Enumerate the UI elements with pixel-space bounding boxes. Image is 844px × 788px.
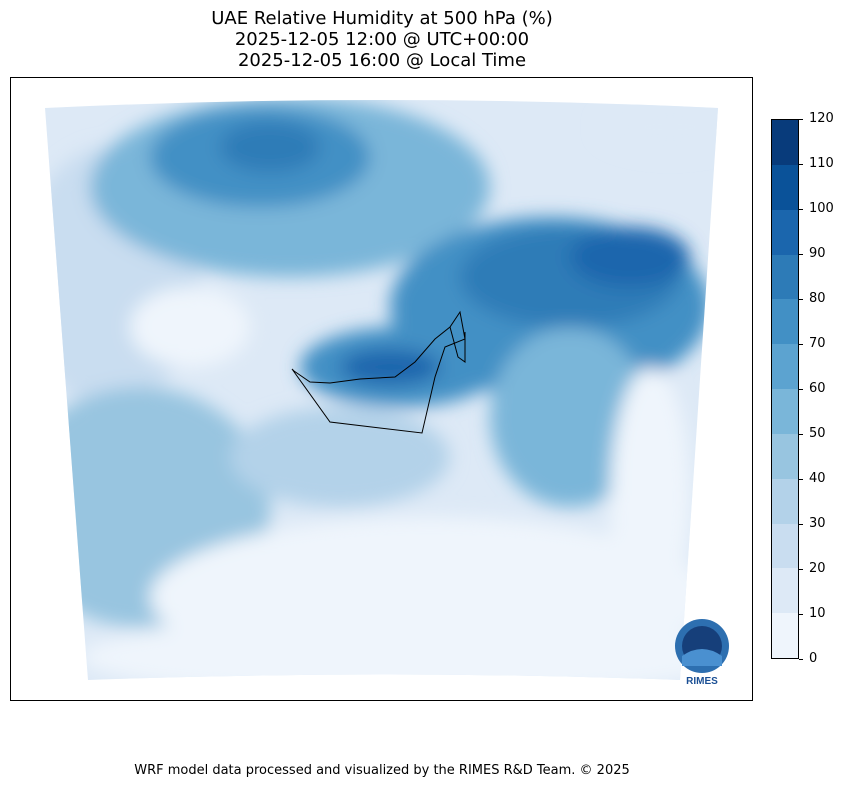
colorbar-band [772, 433, 798, 479]
colorbar-band [772, 209, 798, 255]
humidity-map [45, 100, 718, 680]
colorbar-band [772, 164, 798, 210]
humidity-field [45, 100, 718, 680]
colorbar-band [772, 478, 798, 524]
colorbar-band [772, 389, 798, 434]
colorbar-tick-label: 70 [799, 337, 826, 351]
colorbar-tick-label: 40 [799, 472, 826, 486]
colorbar-tick-label: 0 [799, 652, 817, 666]
colorbar-tick-label: 50 [799, 427, 826, 441]
colorbar-tick-label: 100 [799, 202, 834, 216]
title-line-1: UAE Relative Humidity at 500 hPa (%) [211, 8, 553, 29]
rimes-logo: RIMES [672, 614, 732, 687]
colorbar-band [772, 120, 798, 165]
colorbar-band [772, 254, 798, 300]
colorbar-band [772, 523, 798, 569]
colorbar-tick-label: 20 [799, 562, 826, 576]
colorbar-tick-label: 60 [799, 382, 826, 396]
title-line-2: 2025-12-05 12:00 @ UTC+00:00 [234, 29, 530, 50]
colorbar-tick-label: 30 [799, 517, 826, 531]
colorbar-band [772, 613, 798, 658]
svg-text:RIMES: RIMES [686, 676, 718, 686]
colorbar-tick-label: 10 [799, 607, 826, 621]
colorbar-band [772, 568, 798, 614]
colorbar-tick-label: 110 [799, 157, 834, 171]
colorbar-tick-label: 80 [799, 292, 826, 306]
uae-border [291, 310, 466, 434]
map-frame [10, 77, 753, 701]
footer-credit: WRF model data processed and visualized … [134, 763, 630, 778]
colorbar [771, 119, 799, 659]
colorbar-tick-label: 120 [799, 112, 834, 126]
chart-title: UAE Relative Humidity at 500 hPa (%) 202… [0, 8, 764, 71]
colorbar-band [772, 299, 798, 345]
colorbar-tick-label: 90 [799, 247, 826, 261]
colorbar-band [772, 344, 798, 390]
title-line-3: 2025-12-05 16:00 @ Local Time [237, 50, 527, 71]
